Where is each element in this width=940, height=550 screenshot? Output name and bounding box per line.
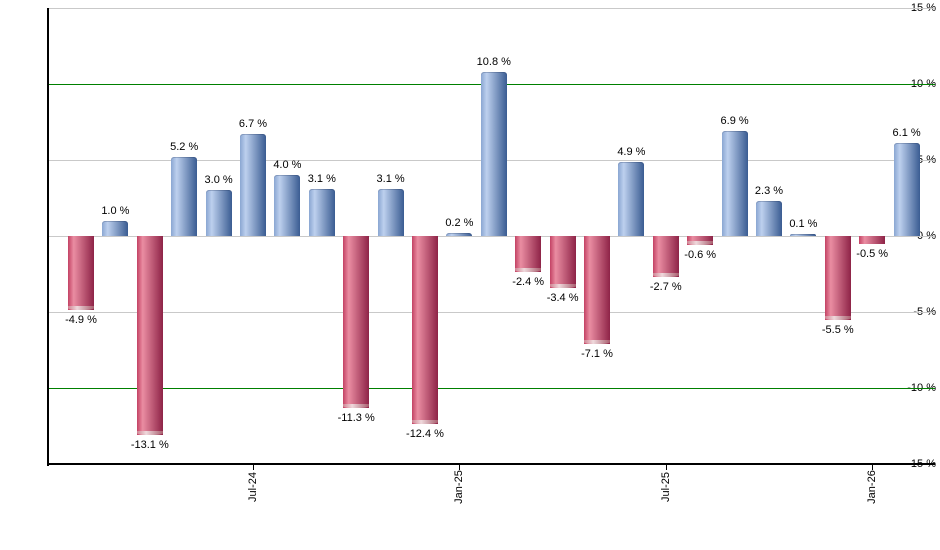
- x-axis-tick-label: Jul-25: [659, 472, 672, 502]
- bar-value-label: -12.4 %: [406, 428, 444, 441]
- bar-value-label: 0.1 %: [789, 218, 818, 231]
- positive-bar: [308, 188, 335, 236]
- bar-bottom-cap: [68, 306, 94, 311]
- bar-value-label: 2.3 %: [754, 185, 784, 198]
- bar-value-label: 4.9 %: [617, 145, 646, 158]
- bar-bottom-cap: [824, 315, 851, 320]
- bar-value-label: 3.1 %: [307, 172, 336, 185]
- positive-bar: [102, 220, 129, 236]
- bar-value-label: 4.0 %: [273, 159, 302, 172]
- bar-value-label: 3.1 %: [376, 172, 405, 185]
- bar-bottom-cap: [412, 420, 438, 425]
- x-axis-tick-mark: [872, 464, 873, 470]
- gridline: [48, 388, 935, 389]
- bar-value-label: -7.1 %: [581, 347, 613, 360]
- negative-bar: [68, 236, 94, 311]
- bar-value-label: -11.3 %: [337, 411, 375, 424]
- negative-bar: [343, 236, 370, 408]
- positive-bar: [480, 71, 507, 236]
- bar-bottom-cap: [584, 339, 610, 344]
- bar-value-label: -0.5 %: [856, 247, 889, 260]
- bar-value-label: -0.6 %: [684, 249, 717, 262]
- x-axis-tick-label: Jan-25: [453, 470, 466, 504]
- positive-bar: [721, 131, 748, 236]
- x-axis-tick-mark: [666, 464, 667, 470]
- x-axis-tick-mark: [253, 464, 254, 470]
- bar-value-label: -2.4 %: [512, 276, 545, 289]
- bar-value-label: 10.8 %: [476, 55, 511, 68]
- bar-bottom-cap: [515, 268, 542, 273]
- gridline: [48, 312, 935, 313]
- positive-bar: [205, 190, 232, 236]
- gridline: [48, 8, 935, 9]
- x-axis-tick-label: Jan-26: [866, 470, 879, 504]
- x-axis-tick-label: Jul-24: [247, 472, 259, 502]
- positive-bar: [756, 201, 782, 236]
- negative-bar: [549, 236, 576, 288]
- bar-bottom-cap: [136, 431, 163, 436]
- negative-bar: [412, 236, 438, 425]
- gridline: [48, 236, 935, 237]
- positive-bar: [274, 175, 301, 236]
- bar-bottom-cap: [549, 283, 576, 288]
- bar-value-label: -3.4 %: [546, 291, 579, 304]
- bar-value-label: -5.5 %: [821, 323, 854, 336]
- positive-bar: [377, 188, 404, 236]
- y-axis-line: [47, 8, 49, 466]
- positive-bar: [446, 232, 473, 236]
- negative-bar: [824, 236, 851, 320]
- positive-bar: [240, 134, 266, 236]
- x-axis-line: [47, 463, 935, 465]
- positive-bar: [893, 143, 920, 236]
- bar-value-label: 3.0 %: [204, 174, 233, 187]
- bar-value-label: 0.2 %: [445, 216, 474, 229]
- negative-bar: [584, 236, 610, 344]
- negative-bar: [687, 236, 714, 246]
- bar-value-label: 6.9 %: [720, 115, 749, 128]
- positive-bar: [790, 234, 817, 236]
- negative-bar: [136, 236, 163, 436]
- positive-bar: [618, 161, 645, 236]
- negative-bar: [515, 236, 542, 273]
- bar-value-label: -2.7 %: [649, 281, 682, 294]
- x-axis-tick-mark: [459, 464, 460, 470]
- bar-value-label: 6.1 %: [892, 127, 921, 140]
- bar-value-label: 1.0 %: [101, 204, 130, 217]
- bar-bottom-cap: [687, 241, 714, 246]
- bar-bottom-cap: [343, 403, 370, 408]
- negative-bar: [652, 236, 679, 278]
- bar-value-label: 6.7 %: [238, 118, 268, 131]
- positive-bar: [171, 156, 198, 236]
- bar-value-label: -4.9 %: [65, 314, 97, 327]
- plot-area: [48, 8, 935, 464]
- bar-bottom-cap: [652, 273, 679, 278]
- negative-bar: [859, 236, 886, 244]
- bar-value-label: 5.2 %: [170, 140, 199, 153]
- bar-value-label: -13.1 %: [130, 439, 169, 452]
